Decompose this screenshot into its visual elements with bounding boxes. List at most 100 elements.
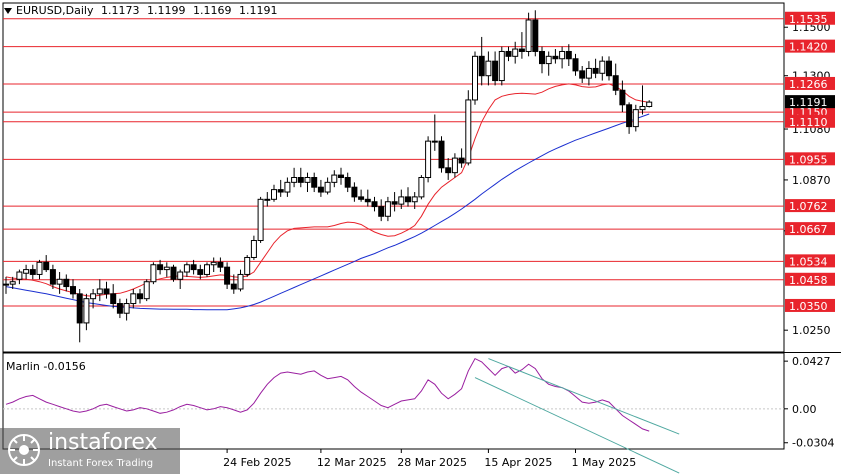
candle-body xyxy=(492,60,499,82)
price-axis-label: 1.0250 xyxy=(792,324,831,337)
candle-body xyxy=(585,67,592,79)
candle-body xyxy=(36,261,43,275)
candle-body xyxy=(317,186,324,193)
level-label-box xyxy=(785,152,835,166)
level-label-box xyxy=(785,11,835,25)
candle-body xyxy=(204,264,210,275)
candle-body xyxy=(284,181,291,193)
candle-body xyxy=(418,177,425,198)
candle-body xyxy=(116,303,123,314)
candle-body xyxy=(619,89,626,106)
collapse-triangle-icon[interactable] xyxy=(4,8,12,14)
candle-body xyxy=(338,174,344,178)
candle-body xyxy=(291,177,298,183)
candle-body xyxy=(411,196,418,203)
candle-body xyxy=(324,181,331,193)
candle-body xyxy=(43,261,50,271)
candle-body xyxy=(384,201,391,217)
level-label-box xyxy=(785,272,835,286)
level-label-box xyxy=(785,76,835,90)
oscillator-line xyxy=(5,357,650,432)
candle-body xyxy=(96,288,103,295)
candle-body xyxy=(632,109,639,128)
level-label: 1.1266 xyxy=(789,78,828,91)
candle-body xyxy=(559,50,566,60)
high-price: 1.1199 xyxy=(146,4,186,17)
oscillator-channel-line xyxy=(488,358,680,435)
candle-body xyxy=(371,201,378,208)
candle-body xyxy=(525,19,532,52)
level-label-box xyxy=(785,254,835,268)
candle-body xyxy=(103,288,110,295)
level-label: 1.0350 xyxy=(789,300,828,313)
candle-body xyxy=(137,293,143,300)
candle-body xyxy=(431,140,438,143)
candle-body xyxy=(606,60,612,77)
candle-body xyxy=(572,58,579,72)
level-label-box xyxy=(785,114,835,128)
candle-body xyxy=(83,298,90,324)
logo-name: instaforex xyxy=(48,430,158,455)
candle-body xyxy=(565,50,572,60)
candle-body xyxy=(364,198,371,203)
candle-body xyxy=(244,256,251,275)
candle-body xyxy=(90,293,97,300)
candle-body xyxy=(9,281,16,285)
candle-body xyxy=(532,19,539,52)
current-price-label: 1.1191 xyxy=(789,96,828,109)
candle-body xyxy=(271,189,277,200)
candle-body xyxy=(458,157,465,164)
level-label: 1.0762 xyxy=(789,200,828,213)
candle-body xyxy=(257,198,264,242)
candle-body xyxy=(163,266,170,271)
level-label-box xyxy=(785,298,835,312)
candle-body xyxy=(197,269,204,275)
candle-body xyxy=(150,264,157,283)
oscillator-channel-line xyxy=(474,377,680,474)
candle-body xyxy=(438,140,445,169)
time-axis-label: 28 Mar 2025 xyxy=(397,456,467,469)
candle-body xyxy=(123,303,130,314)
time-axis-label: 15 Apr 2025 xyxy=(484,456,552,469)
instaforex-logo: instaforex Instant Forex Trading xyxy=(0,428,180,474)
candle-body xyxy=(70,286,76,295)
candle-body xyxy=(579,70,586,79)
candle-body xyxy=(264,198,271,201)
candle-body xyxy=(230,283,237,290)
candle-body xyxy=(63,278,70,288)
candle-body xyxy=(512,48,519,57)
candle-body xyxy=(344,177,351,188)
time-axis-label: 12 Mar 2025 xyxy=(317,456,387,469)
candle-body xyxy=(56,278,63,285)
candle-body xyxy=(49,269,56,285)
candle-body xyxy=(405,196,411,203)
candle-body xyxy=(304,177,311,183)
current-price-box xyxy=(785,95,835,109)
candle-body xyxy=(518,48,525,52)
level-label: 1.1110 xyxy=(789,116,828,129)
level-label-box xyxy=(785,39,835,53)
level-label: 1.1535 xyxy=(789,13,828,26)
time-axis: 24 Feb 2025 12 Mar 2025 28 Mar 2025 15 Apr … xyxy=(223,449,636,469)
candle-body xyxy=(217,261,224,268)
candle-body xyxy=(297,177,304,183)
level-label: 1.0667 xyxy=(789,223,828,236)
chart-header: EURUSD,Daily 1.1173 1.1199 1.1169 1.1191 xyxy=(4,4,281,17)
symbol-label: EURUSD,Daily xyxy=(16,4,94,17)
candle-body xyxy=(378,206,385,217)
level-price-labels: 1.15351.14201.12661.11501.11101.09551.07… xyxy=(785,11,835,313)
level-label-box xyxy=(785,222,835,236)
candle-body xyxy=(23,269,30,274)
candle-body xyxy=(472,55,478,101)
candle-body xyxy=(451,157,458,174)
candle-body xyxy=(465,99,472,164)
oscillator-axis-label: -0.0304 xyxy=(792,437,834,450)
candle-body xyxy=(398,196,405,205)
candle-body xyxy=(311,177,318,188)
candle-body xyxy=(639,105,646,111)
candle-body xyxy=(478,55,485,77)
low-price: 1.1169 xyxy=(192,4,232,17)
candle-body xyxy=(130,293,137,305)
indicator-name: Marlin xyxy=(6,360,40,373)
